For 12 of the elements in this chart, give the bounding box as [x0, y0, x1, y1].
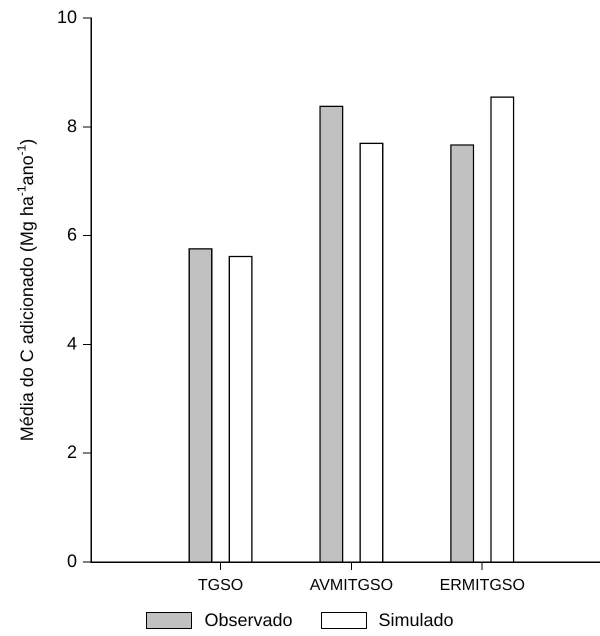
x-tick-label: AVMITGSO — [310, 577, 394, 594]
y-axis-title: Média do C adicionado (Mg ha-1ano-1) — [14, 138, 37, 442]
y-tick-label: 0 — [66, 550, 77, 571]
y-tick-label: 6 — [66, 224, 77, 245]
text: Simulado — [378, 610, 454, 630]
y-tick-label: 2 — [66, 442, 77, 462]
x-tick-label: ERMITGSO — [440, 577, 525, 594]
legend-label: Observado — [204, 610, 292, 630]
x-tick-label: TGSO — [198, 577, 244, 594]
y-tick-label: 10 — [56, 6, 77, 27]
y-tick-label: 8 — [66, 116, 77, 136]
y-tick-label: 4 — [66, 333, 77, 354]
